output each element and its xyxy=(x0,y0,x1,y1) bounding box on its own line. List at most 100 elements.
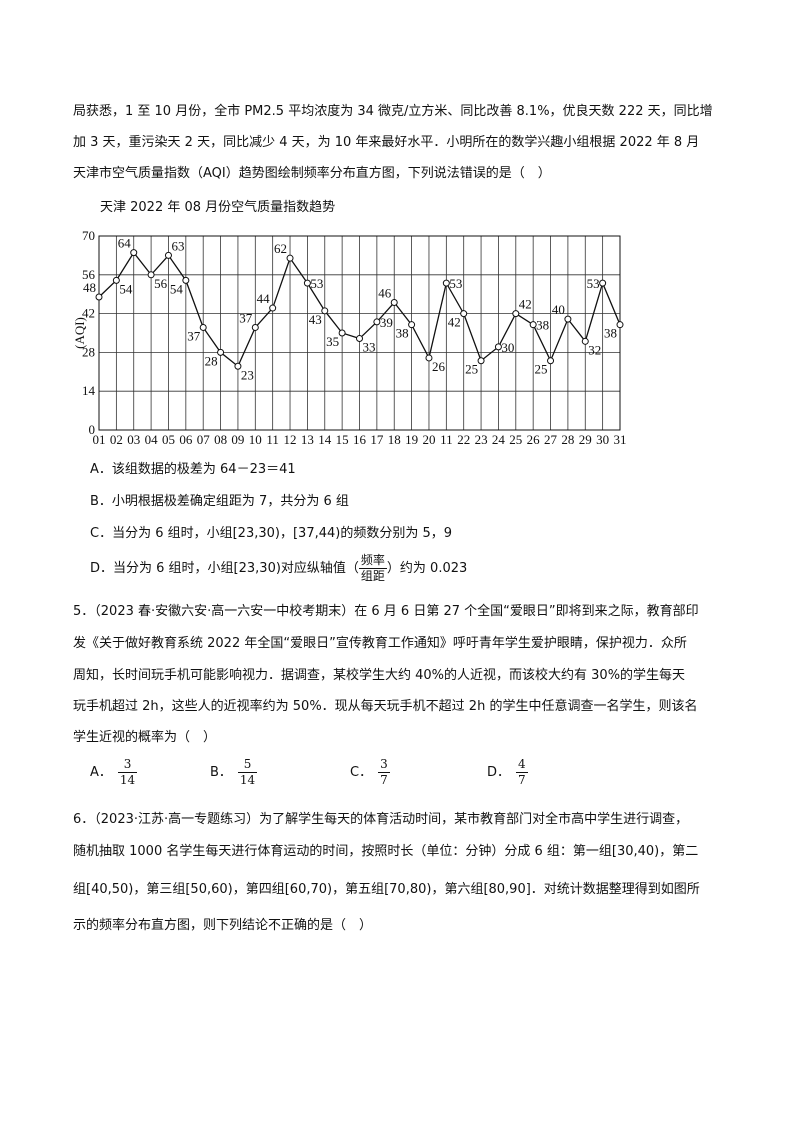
data-point xyxy=(269,304,277,312)
q4-option-d-suffix: ）约为 0.023 xyxy=(386,561,468,576)
chart-title: 天津 2022 年 08 月份空气质量指数趋势 xyxy=(100,200,336,215)
aqi-line-chart: 0 14 28 42 56 70 01 02 03 04 05 06 07 08 09 10 11 12 13 14 1… xyxy=(72,228,627,447)
data-label: 46 xyxy=(378,286,392,301)
q4-option-d-prefix: D．当分为 6 组时，小组[23,30)对应纵轴值（ xyxy=(90,561,359,576)
q5-line-4: 玩手机超过 2h，这些人的近视率约为 50%．现从每天玩手机不超过 2h 的学生… xyxy=(73,699,698,714)
data-label: 42 xyxy=(448,315,461,330)
x-tick-label: 03 xyxy=(127,432,140,447)
q5-option-d: D． 4 7 xyxy=(487,757,528,788)
q4-option-d: D．当分为 6 组时，小组[23,30)对应纵轴值（ 频率 组距 ）约为 0.023 xyxy=(90,553,467,584)
x-tick-label: 12 xyxy=(284,432,297,447)
x-tick-label: 06 xyxy=(179,432,193,447)
data-label: 25 xyxy=(465,362,478,377)
data-point xyxy=(547,357,555,365)
x-tick-label: 11 xyxy=(266,432,279,447)
x-tick-label: 13 xyxy=(301,432,314,447)
q5-option-a: A． 3 14 xyxy=(90,757,138,788)
q4-option-c: C．当分为 6 组时，小组[23,30)，[37,44)的频数分别为 5，9 xyxy=(90,526,453,541)
x-tick-label: 30 xyxy=(596,432,609,447)
data-label: 54 xyxy=(170,281,184,296)
data-label: 37 xyxy=(239,310,253,325)
fraction: 频率 组距 xyxy=(358,553,387,584)
intro-line-1: 局获悉，1 至 10 月份，全市 PM2.5 平均浓度为 34 微克/立方米、同… xyxy=(73,104,713,119)
fraction-denominator: 7 xyxy=(518,773,526,787)
x-tick-label: 17 xyxy=(370,432,384,447)
intro-line-3: 天津市空气质量指数（AQI）趋势图绘制频率分布直方图，下列说法错误的是（ ） xyxy=(73,166,551,181)
q5-option-c: C． 3 7 xyxy=(350,757,390,788)
data-label: 35 xyxy=(326,334,339,349)
data-point xyxy=(147,271,155,279)
x-tick-label: 01 xyxy=(93,432,106,447)
plot-frame xyxy=(98,235,621,431)
y-tick-label: 56 xyxy=(82,267,96,282)
x-tick-label: 08 xyxy=(214,432,227,447)
data-point xyxy=(251,323,259,331)
data-label: 44 xyxy=(257,291,271,306)
data-label: 53 xyxy=(587,276,600,291)
q4-option-a: A．该组数据的极差为 64－23＝41 xyxy=(90,462,296,477)
fraction-numerator: 频率 xyxy=(358,553,387,569)
data-point xyxy=(494,343,502,351)
q5-line-1: 5．（2023 春·安徽六安·高一六安一中校考期末）在 6 月 6 日第 27 … xyxy=(73,604,699,619)
x-tick-label: 25 xyxy=(509,432,522,447)
data-label: 38 xyxy=(604,326,617,341)
x-tick-label: 24 xyxy=(492,432,506,447)
q4-option-b: B．小明根据极差确定组距为 7，共分为 6 组 xyxy=(90,494,349,509)
y-tick-label: 14 xyxy=(82,383,96,398)
data-label: 33 xyxy=(363,340,376,355)
data-point xyxy=(338,329,346,337)
data-label: 26 xyxy=(432,359,446,374)
data-point xyxy=(303,279,311,287)
x-tick-label: 19 xyxy=(405,432,418,447)
data-point xyxy=(477,357,485,365)
x-tick-label: 02 xyxy=(110,432,123,447)
fraction: 5 14 xyxy=(237,757,258,788)
fraction-denominator: 组距 xyxy=(360,569,385,583)
option-label: B． xyxy=(210,765,232,780)
data-label: 64 xyxy=(118,236,132,251)
fraction-numerator: 3 xyxy=(378,757,390,773)
option-label: A． xyxy=(90,765,112,780)
data-point xyxy=(599,279,607,287)
intro-line-2: 加 3 天，重污染天 2 天，同比减少 4 天，为 10 年来最好水平．小明所在… xyxy=(73,135,700,150)
data-label: 38 xyxy=(396,326,409,341)
data-point xyxy=(460,310,468,318)
fraction-denominator: 7 xyxy=(380,773,388,787)
data-label: 28 xyxy=(205,353,218,368)
data-point xyxy=(130,249,138,257)
data-point xyxy=(234,362,242,370)
x-tick-label: 20 xyxy=(422,432,435,447)
data-point xyxy=(112,276,120,284)
q6-line-3: 组[40,50)，第三组[50,60)，第四组[60,70)，第五组[70,80… xyxy=(73,882,700,897)
q5-line-5: 学生近视的概率为（ ） xyxy=(73,730,217,745)
q5-option-b: B． 5 14 xyxy=(210,757,258,788)
q5-line-3: 周知，长时间玩手机可能影响视力．据调查，某校学生大约 40%的人近视，而该校大约… xyxy=(73,668,686,683)
y-tick-label: 0 xyxy=(89,422,96,437)
q5-line-2: 发《关于做好教育系统 2022 年全国“爱眼日”宣传教育工作通知》呼吁青年学生爱… xyxy=(73,636,687,651)
data-label: 62 xyxy=(274,241,287,256)
fraction-denominator: 14 xyxy=(119,773,136,787)
fraction: 3 14 xyxy=(117,757,138,788)
data-label: 42 xyxy=(519,297,532,312)
fraction-numerator: 4 xyxy=(516,757,528,773)
option-label: D． xyxy=(487,765,511,780)
data-point xyxy=(373,318,381,326)
data-point xyxy=(199,323,207,331)
data-point xyxy=(564,315,572,323)
data-label: 63 xyxy=(171,238,184,253)
fraction-denominator: 14 xyxy=(239,773,256,787)
x-tick-label: 11 xyxy=(440,432,453,447)
x-tick-label: 26 xyxy=(527,432,541,447)
fraction-numerator: 5 xyxy=(237,757,258,773)
x-tick-label: 07 xyxy=(197,432,211,447)
x-tick-label: 18 xyxy=(388,432,401,447)
data-point xyxy=(286,254,294,262)
x-tick-label: 14 xyxy=(318,432,332,447)
data-point xyxy=(182,276,190,284)
data-label: 39 xyxy=(380,315,393,330)
q6-line-4: 示的频率分布直方图，则下列结论不正确的是（ ） xyxy=(73,918,373,933)
x-tick-label: 05 xyxy=(162,432,175,447)
data-point xyxy=(408,321,416,329)
